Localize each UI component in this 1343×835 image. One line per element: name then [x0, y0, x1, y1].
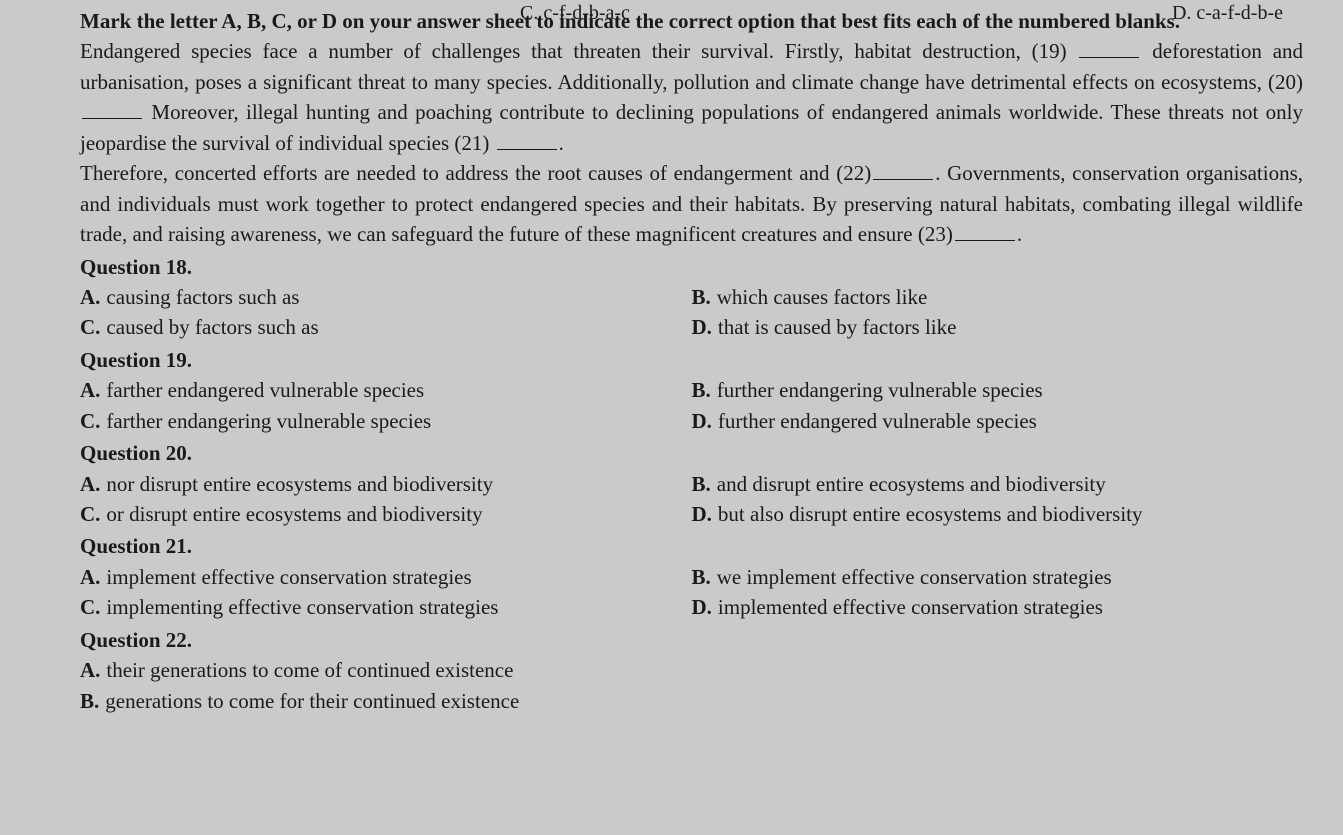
question-heading: Question 20. [80, 438, 1303, 468]
question-options: A.causing factors such asB.which causes … [80, 282, 1303, 343]
answer-option[interactable]: A.nor disrupt entire ecosystems and biod… [80, 469, 692, 499]
question-options: A.farther endangered vulnerable speciesB… [80, 375, 1303, 436]
answer-option[interactable]: C.farther endangering vulnerable species [80, 406, 692, 436]
option-letter: A. [80, 282, 100, 312]
document-page: Mark the letter A, B, C, or D on your an… [0, 0, 1343, 736]
passage-text: . [559, 131, 564, 155]
passage-text: Endangered species face a number of chal… [80, 39, 1067, 63]
option-letter: D. [692, 406, 712, 436]
question-heading: Question 18. [80, 252, 1303, 282]
answer-option[interactable]: D.further endangered vulnerable species [692, 406, 1304, 436]
answer-option[interactable]: A.farther endangered vulnerable species [80, 375, 692, 405]
option-letter: D. [692, 592, 712, 622]
option-text: and disrupt entire ecosystems and biodiv… [717, 469, 1106, 499]
option-text: that is caused by factors like [718, 312, 957, 342]
option-text: nor disrupt entire ecosystems and biodiv… [106, 469, 493, 499]
option-letter: A. [80, 655, 100, 685]
option-letter: D. [692, 312, 712, 342]
option-letter: C. [80, 406, 100, 436]
passage-text: Therefore, concerted efforts are needed … [80, 161, 871, 185]
answer-option[interactable]: B.we implement effective conservation st… [692, 562, 1304, 592]
option-text: farther endangered vulnerable species [106, 375, 424, 405]
page-fragment-right: D. c-a-f-d-b-e [1172, 2, 1283, 25]
option-text: farther endangering vulnerable species [106, 406, 431, 436]
option-text: implementing effective conservation stra… [106, 592, 498, 622]
answer-option[interactable]: D.that is caused by factors like [692, 312, 1304, 342]
option-letter: B. [692, 562, 711, 592]
answer-option[interactable]: B.further endangering vulnerable species [692, 375, 1304, 405]
blank-21 [497, 130, 557, 150]
answer-option[interactable]: C.or disrupt entire ecosystems and biodi… [80, 499, 692, 529]
option-letter: A. [80, 469, 100, 499]
option-letter: A. [80, 562, 100, 592]
page-fragment-mid: C. c-f-d-b-a-c [520, 2, 630, 25]
blank-22 [873, 160, 933, 180]
answer-option[interactable]: D.but also disrupt entire ecosystems and… [692, 499, 1304, 529]
questions-block: Question 18.A.causing factors such asB.w… [80, 252, 1303, 717]
instruction-text: Mark the letter A, B, C, or D on your an… [80, 6, 1303, 36]
answer-option[interactable]: A.implement effective conservation strat… [80, 562, 692, 592]
option-letter: D. [692, 499, 712, 529]
question-options: A.their generations to come of continued… [80, 655, 1303, 716]
option-letter: B. [692, 282, 711, 312]
option-text: generations to come for their continued … [105, 686, 519, 716]
passage-text: Moreover, illegal hunting and poaching c… [80, 100, 1303, 154]
option-text: we implement effective conservation stra… [717, 562, 1112, 592]
option-text: causing factors such as [106, 282, 299, 312]
answer-option[interactable]: B.generations to come for their continue… [80, 686, 1303, 716]
question-heading: Question 22. [80, 625, 1303, 655]
option-letter: B. [692, 469, 711, 499]
option-text: their generations to come of continued e… [106, 655, 513, 685]
option-letter: A. [80, 375, 100, 405]
option-text: which causes factors like [717, 282, 928, 312]
option-letter: C. [80, 312, 100, 342]
option-text: caused by factors such as [106, 312, 318, 342]
passage-paragraph-2: Therefore, concerted efforts are needed … [80, 158, 1303, 249]
blank-19 [1079, 39, 1139, 59]
blank-23 [955, 221, 1015, 241]
question-options: A.nor disrupt entire ecosystems and biod… [80, 469, 1303, 530]
answer-option[interactable]: C.caused by factors such as [80, 312, 692, 342]
answer-option[interactable]: A.causing factors such as [80, 282, 692, 312]
option-text: but also disrupt entire ecosystems and b… [718, 499, 1143, 529]
answer-option[interactable]: D.implemented effective conservation str… [692, 592, 1304, 622]
answer-option[interactable]: C.implementing effective conservation st… [80, 592, 692, 622]
option-text: or disrupt entire ecosystems and biodive… [106, 499, 482, 529]
option-text: implement effective conservation strateg… [106, 562, 471, 592]
answer-option[interactable]: B.and disrupt entire ecosystems and biod… [692, 469, 1304, 499]
option-text: further endangering vulnerable species [717, 375, 1043, 405]
option-letter: C. [80, 592, 100, 622]
answer-option[interactable]: A.their generations to come of continued… [80, 655, 1303, 685]
question-heading: Question 19. [80, 345, 1303, 375]
option-letter: C. [80, 499, 100, 529]
option-text: further endangered vulnerable species [718, 406, 1037, 436]
option-letter: B. [80, 686, 99, 716]
blank-20 [82, 99, 142, 119]
option-letter: B. [692, 375, 711, 405]
passage-paragraph-1: Endangered species face a number of chal… [80, 36, 1303, 158]
passage-text: . [1017, 222, 1022, 246]
question-options: A.implement effective conservation strat… [80, 562, 1303, 623]
question-heading: Question 21. [80, 531, 1303, 561]
answer-option[interactable]: B.which causes factors like [692, 282, 1304, 312]
option-text: implemented effective conservation strat… [718, 592, 1103, 622]
